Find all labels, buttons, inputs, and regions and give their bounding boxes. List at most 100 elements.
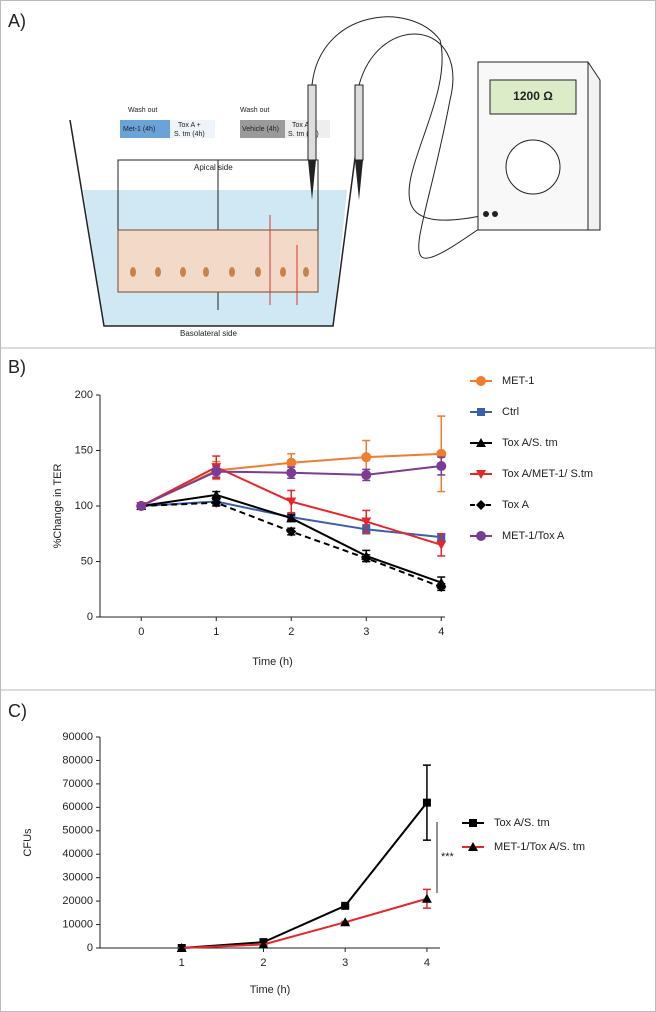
- x-tick-label: 1: [179, 957, 185, 969]
- y-tick-label: 60000: [62, 801, 93, 813]
- legend-label: MET-1: [502, 375, 534, 387]
- marker: [286, 497, 297, 507]
- y-tick-label: 50: [81, 555, 93, 567]
- annotation: ***: [441, 851, 455, 863]
- y-tick-label: 20000: [62, 895, 93, 907]
- y-tick-label: 90000: [62, 731, 93, 743]
- legend-label: Tox A: [502, 499, 530, 511]
- legend-marker: [476, 531, 486, 541]
- x-tick-label: 4: [438, 626, 444, 638]
- legend-marker: [477, 408, 485, 416]
- panel-label: B): [8, 357, 26, 377]
- label: Wash out: [128, 107, 157, 114]
- electrode-tip: [355, 160, 363, 200]
- label: Met-1 (4h): [123, 126, 155, 133]
- panel-label: C): [8, 701, 27, 721]
- marker: [176, 943, 187, 952]
- y-tick-label: 30000: [62, 872, 93, 884]
- legend-label: Tox A/MET-1/ S.tm: [502, 468, 593, 480]
- legend-marker: [468, 842, 478, 851]
- legend-label: MET-1/Tox A: [502, 530, 565, 542]
- nuclei: [130, 267, 309, 277]
- dial: [505, 139, 561, 195]
- legend-marker: [469, 819, 477, 827]
- marker: [286, 526, 297, 537]
- marker: [136, 501, 147, 511]
- epithelium: [117, 229, 319, 293]
- met1-box: [120, 120, 170, 138]
- label: Tox A +: [178, 122, 201, 129]
- legend-label: Ctrl: [502, 406, 519, 418]
- marker: [340, 917, 351, 927]
- label: Basolateral side: [180, 329, 237, 338]
- marker: [361, 452, 372, 463]
- vehicle-box: [240, 120, 285, 138]
- legend-marker: [476, 376, 486, 386]
- y-tick-label: 100: [75, 500, 93, 512]
- series-line: [181, 802, 428, 949]
- marker: [341, 901, 350, 910]
- marker: [436, 448, 447, 459]
- x-tick-label: 3: [342, 957, 348, 969]
- meter-display: [489, 79, 577, 115]
- legend-marker: [476, 500, 486, 510]
- meter-reading: 1200 Ω: [513, 89, 553, 103]
- legend-marker: [476, 438, 486, 447]
- label: Vehicle (4h): [242, 126, 279, 133]
- marker: [436, 461, 447, 472]
- label: S. tm (4h): [288, 131, 319, 138]
- marker: [286, 457, 297, 468]
- legend-marker: [476, 470, 486, 479]
- marker: [436, 582, 447, 593]
- y-tick-label: 0: [87, 942, 93, 954]
- x-tick-label: 2: [288, 626, 294, 638]
- electrode: [307, 84, 317, 161]
- y-tick-label: 200: [75, 389, 93, 401]
- label: Tox A +: [292, 122, 315, 129]
- label: Wash out: [240, 107, 269, 114]
- marker: [286, 513, 297, 523]
- y-tick-label: 50000: [62, 825, 93, 837]
- x-axis-title: Time (h): [250, 984, 291, 996]
- legend-label: Tox A/S. tm: [494, 817, 550, 829]
- beaker: [69, 119, 361, 327]
- electrode: [354, 84, 364, 161]
- x-tick-label: 0: [138, 626, 144, 638]
- marker: [211, 489, 222, 499]
- x-tick-label: 2: [260, 957, 266, 969]
- marker: [361, 553, 372, 564]
- y-tick-label: 40000: [62, 848, 93, 860]
- marker: [361, 469, 372, 480]
- panel-label: A): [8, 11, 26, 31]
- y-tick-label: 0: [87, 611, 93, 623]
- legend-label: MET-1/Tox A/S. tm: [494, 841, 585, 853]
- y-tick-label: 150: [75, 444, 93, 456]
- marker: [361, 517, 372, 527]
- diagram: Wash out Met-1 (4h) Tox A + S. tm (4h) W…: [69, 16, 601, 338]
- marker: [211, 466, 222, 477]
- marker: [286, 467, 297, 478]
- wires: [311, 16, 501, 259]
- electrode-tip: [308, 160, 316, 200]
- legend-label: Tox A/S. tm: [502, 437, 558, 449]
- marker: [211, 497, 222, 508]
- y-tick-label: 80000: [62, 754, 93, 766]
- x-tick-label: 3: [363, 626, 369, 638]
- toxa-box: [170, 120, 215, 138]
- x-axis-title: Time (h): [252, 656, 293, 668]
- marker: [421, 893, 432, 903]
- series-line: [181, 897, 428, 949]
- label: S. tm (4h): [174, 131, 205, 138]
- y-tick-label: 10000: [62, 918, 93, 930]
- label: Apical side: [194, 163, 233, 172]
- y-tick-label: 70000: [62, 778, 93, 790]
- y-axis-title: %Change in TER: [52, 464, 64, 549]
- x-tick-label: 4: [424, 957, 430, 969]
- socket: [492, 211, 498, 217]
- y-axis-title: CFUs: [22, 828, 34, 857]
- marker: [422, 798, 431, 807]
- socket: [483, 211, 489, 217]
- marker: [258, 939, 269, 949]
